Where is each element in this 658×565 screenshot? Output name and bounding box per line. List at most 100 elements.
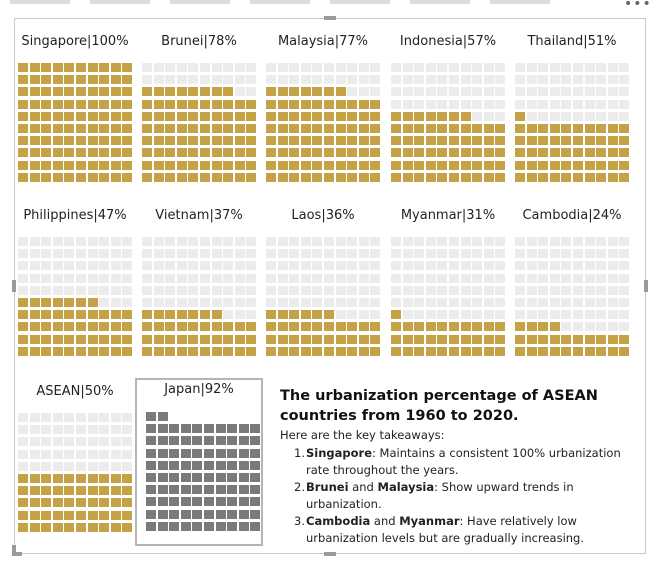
waffle-panel-malaysia[interactable]: Malaysia|77% [264, 30, 382, 190]
tab-stub[interactable] [490, 0, 550, 4]
resize-handle-left[interactable] [12, 280, 16, 292]
waffle-square [87, 87, 98, 97]
waffle-square [266, 124, 276, 133]
waffle-square [122, 63, 133, 72]
waffle-square [335, 346, 346, 356]
waffle-square [250, 485, 261, 495]
waffle-square [358, 334, 369, 344]
waffle-panel-indonesia[interactable]: Indonesia|57% [389, 30, 507, 190]
tab-stub[interactable] [250, 0, 310, 4]
waffle-square [76, 322, 86, 332]
waffle-square [238, 497, 249, 507]
waffle-square [110, 285, 121, 295]
tab-stub[interactable] [330, 0, 390, 4]
waffle-square [246, 334, 257, 344]
waffle-panel-myanmar[interactable]: Myanmar|31% [389, 204, 507, 364]
waffle-square [619, 261, 630, 271]
waffle-square [200, 310, 210, 320]
waffle-panel-brunei[interactable]: Brunei|78% [140, 30, 258, 190]
resize-handle-right[interactable] [644, 280, 648, 292]
waffle-panel-japan[interactable]: Japan|92% [140, 378, 261, 538]
waffle-square [157, 448, 168, 458]
tab-stub[interactable] [410, 0, 470, 4]
waffle-square [99, 425, 110, 435]
waffle-square [437, 237, 448, 246]
resize-handle-corner[interactable] [12, 552, 22, 556]
waffle-square [142, 346, 152, 356]
waffle-square [526, 160, 537, 170]
waffle-square [425, 75, 436, 85]
resize-handle-top[interactable] [324, 16, 336, 20]
waffle-square [29, 461, 40, 471]
waffle-square [76, 449, 86, 459]
waffle-square [76, 172, 86, 182]
waffle-square [300, 237, 311, 246]
waffle-square [391, 99, 401, 109]
tab-stub[interactable] [90, 0, 150, 4]
waffle-square [200, 172, 210, 182]
waffle-square [495, 273, 506, 283]
waffle-square [18, 111, 28, 121]
waffle-square [146, 460, 156, 470]
waffle-square [619, 148, 630, 158]
takeaway-text: : Have relatively low urbanization level… [306, 514, 585, 545]
waffle-square [526, 63, 537, 72]
waffle-panel-singapore[interactable]: Singapore|100% [16, 30, 134, 190]
waffle-square [495, 124, 506, 133]
resize-handle-corner[interactable] [12, 545, 16, 555]
waffle-square [176, 172, 187, 182]
waffle-square [223, 334, 234, 344]
waffle-square [526, 99, 537, 109]
waffle-square [449, 124, 459, 133]
waffle-square [495, 75, 506, 85]
waffle-square [215, 473, 226, 482]
waffle-square [18, 522, 28, 532]
waffle-square [425, 87, 436, 97]
waffle-square [188, 99, 199, 109]
waffle-square [142, 237, 152, 246]
waffle-panel-thailand[interactable]: Thailand|51% [513, 30, 631, 190]
waffle-panel-asean[interactable]: ASEAN|50% [16, 380, 134, 540]
waffle-square [472, 87, 483, 97]
waffle-square [227, 448, 238, 458]
waffle-square [526, 273, 537, 283]
waffle-square [64, 486, 75, 496]
waffle-square [41, 148, 52, 158]
takeaway-text: : Maintains a consistent 100% urbanizati… [306, 446, 621, 477]
waffle-square [110, 498, 121, 508]
waffle-square [204, 497, 214, 507]
waffle-square [561, 99, 572, 109]
waffle-square [142, 249, 152, 259]
waffle-square [110, 136, 121, 146]
more-dots-icon[interactable]: ••• [624, 0, 652, 12]
waffle-square [300, 334, 311, 344]
waffle-square [549, 172, 560, 182]
waffle-square [425, 346, 436, 356]
waffle-square [176, 310, 187, 320]
waffle-panel-laos[interactable]: Laos|36% [264, 204, 382, 364]
resize-handle-bottom[interactable] [324, 552, 336, 556]
waffle-panel-cambodia[interactable]: Cambodia|24% [513, 204, 631, 364]
waffle-square [246, 273, 257, 283]
waffle-square [483, 346, 494, 356]
waffle-panel-vietnam[interactable]: Vietnam|37% [140, 204, 258, 364]
waffle-square [122, 285, 133, 295]
waffle-square [596, 285, 607, 295]
waffle-square [391, 111, 401, 121]
waffle-square [358, 322, 369, 332]
waffle-square [188, 111, 199, 121]
waffle-square [358, 63, 369, 72]
waffle-square [324, 87, 334, 97]
tab-stub[interactable] [10, 0, 70, 4]
waffle-square [370, 124, 381, 133]
waffle-square [188, 261, 199, 271]
waffle-panel-philippines[interactable]: Philippines|47% [16, 204, 134, 364]
waffle-square [526, 261, 537, 271]
waffle-square [204, 473, 214, 482]
tab-stub[interactable] [170, 0, 230, 4]
waffle-square [110, 522, 121, 532]
waffle-square [29, 63, 40, 72]
waffle-square [99, 63, 110, 72]
waffle-square [188, 237, 199, 246]
waffle-square [324, 111, 334, 121]
